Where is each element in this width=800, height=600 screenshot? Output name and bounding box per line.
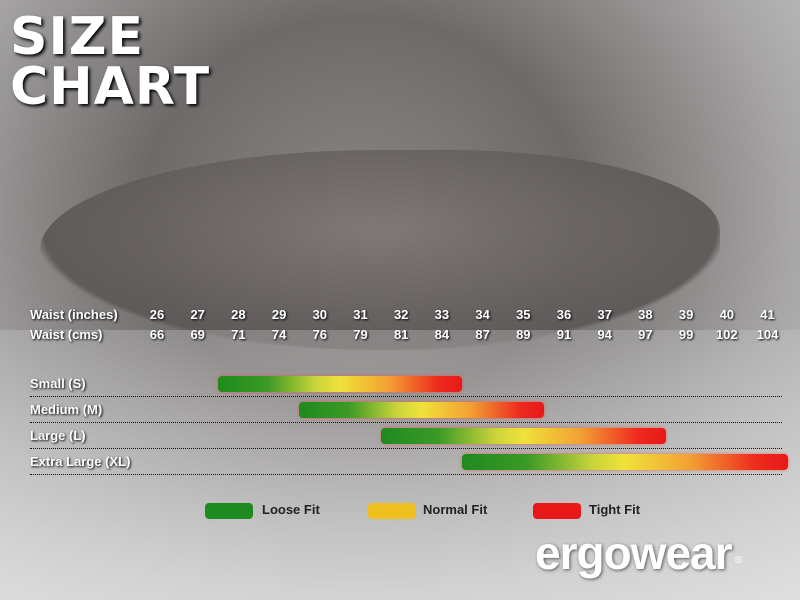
legend-swatch [205,503,253,519]
brand: ergowear ® [535,528,742,578]
background-photo [40,150,720,350]
registered-mark: ® [734,555,742,566]
tick-inches: 39 [678,307,694,322]
size-label: Extra Large (XL) [30,454,131,469]
tick-cms: 99 [678,327,694,342]
tick-inches: 27 [190,307,205,322]
tick-inches: 41 [760,307,775,322]
tick-inches: 32 [393,307,409,322]
tick-inches: 33 [434,307,450,322]
tick-cms: 91 [556,327,572,342]
size-bar [218,376,463,392]
tick-inches: 28 [231,307,246,322]
waist-cms-label: Waist (cms) [30,327,103,342]
row-divider [30,448,782,449]
size-label: Small (S) [30,376,86,391]
row-divider [30,474,782,475]
tick-inches: 34 [475,307,490,322]
legend-swatch [368,503,416,519]
chart-title: SIZE CHART [10,7,211,117]
tick-cms: 104 [756,327,779,342]
brand-logo: ergowear [535,527,733,579]
tick-cms: 74 [271,327,287,342]
size-bar [299,402,544,418]
tick-cms: 94 [597,327,612,342]
size-bar [462,454,788,470]
size-label: Large (L) [30,428,86,443]
tick-cms: 87 [475,327,490,342]
tick-cms: 79 [353,327,368,342]
tick-inches: 31 [353,307,368,322]
legend-swatch [533,503,581,519]
waist-inches-label: Waist (inches) [30,307,118,322]
size-bar [380,428,666,444]
legend-label: Loose Fit [262,502,320,517]
tick-cms: 84 [434,327,450,342]
legend-label: Tight Fit [589,502,641,517]
tick-inches: 26 [149,307,165,322]
tick-cms: 97 [638,327,653,342]
tick-inches: 37 [597,307,612,322]
tick-cms: 76 [312,327,328,342]
tick-cms: 71 [231,327,246,342]
row-divider [30,396,782,397]
tick-inches: 35 [516,307,531,322]
tick-cms: 66 [149,327,165,342]
tick-cms: 89 [516,327,531,342]
tick-inches: 29 [271,307,287,322]
tick-cms: 102 [715,327,738,342]
tick-inches: 38 [638,307,653,322]
tick-cms: 81 [393,327,409,342]
tick-inches: 36 [556,307,572,322]
tick-inches: 30 [312,307,328,322]
size-label: Medium (M) [30,402,103,417]
row-divider [30,422,782,423]
tick-cms: 69 [190,327,205,342]
legend-label: Normal Fit [423,502,488,517]
tick-inches: 40 [719,307,735,322]
